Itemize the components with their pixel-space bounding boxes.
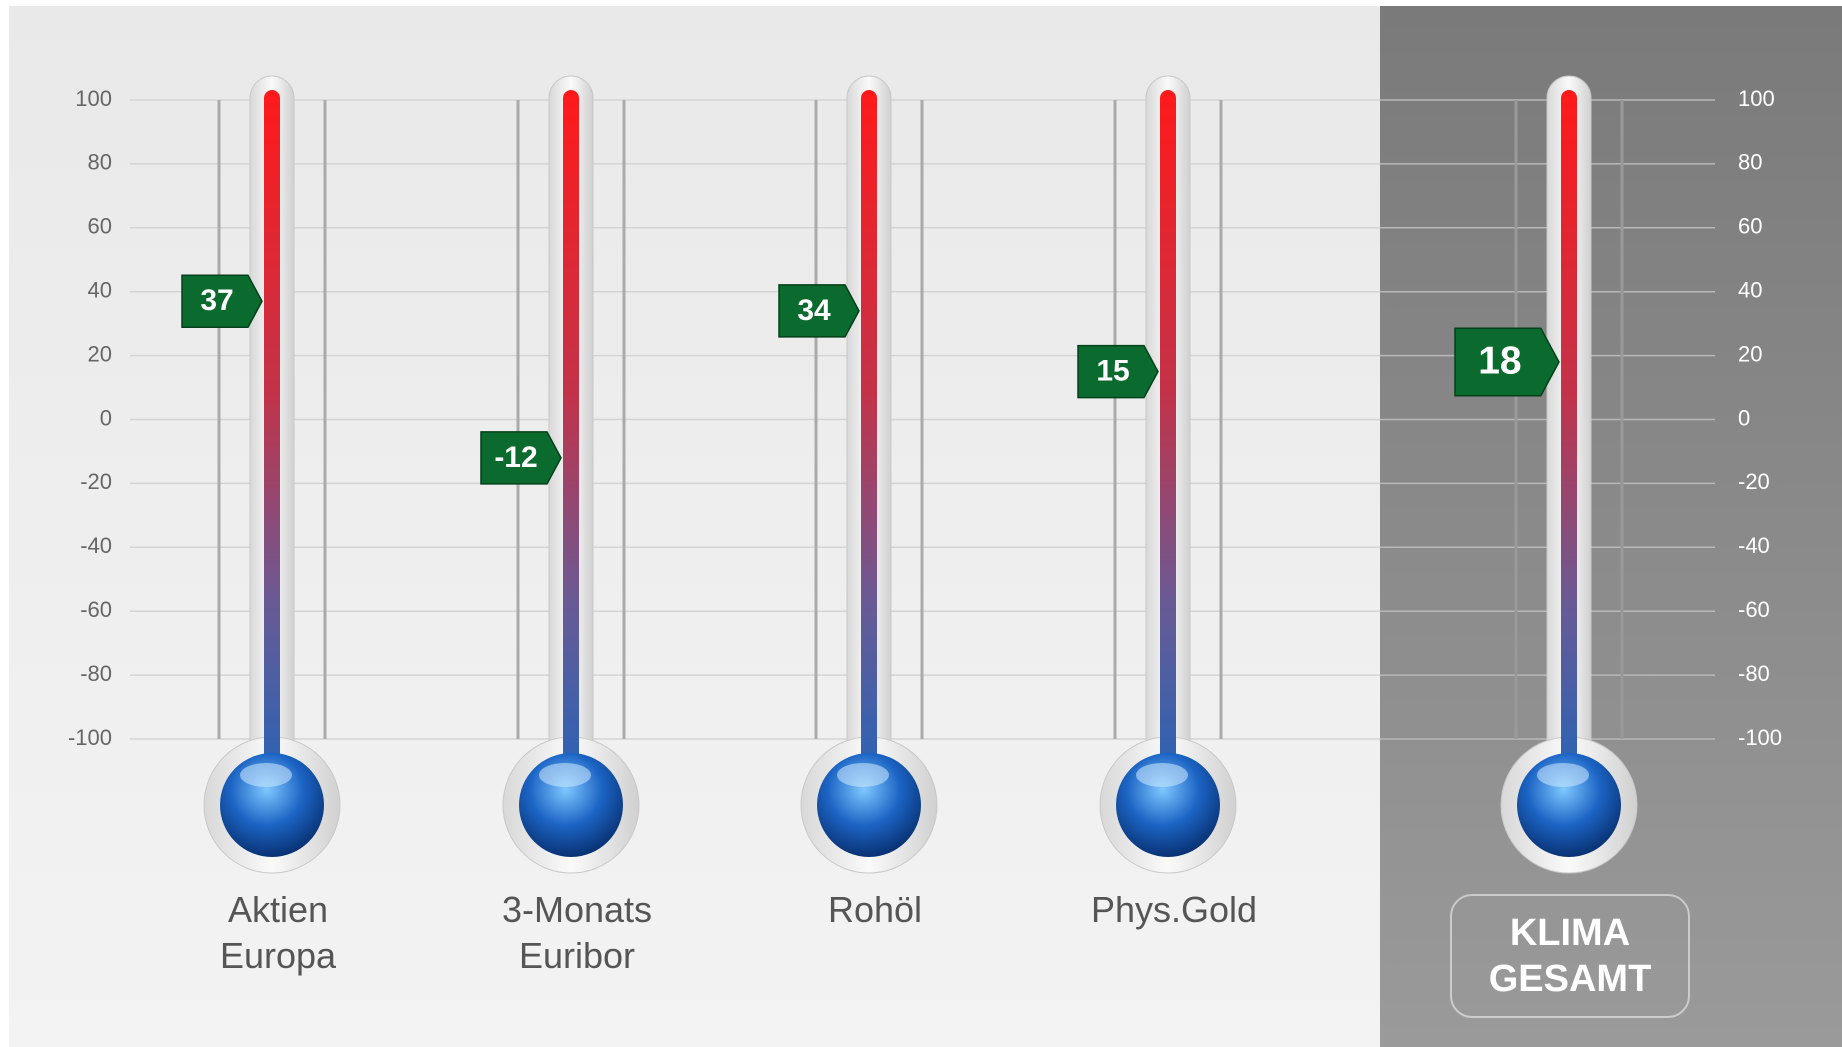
marker-flag — [181, 274, 263, 329]
y-tick-label: 100 — [75, 86, 112, 111]
bulb-shine — [240, 763, 292, 787]
y-tick-label-right: -80 — [1738, 661, 1770, 686]
y-tick-label-right: 100 — [1738, 86, 1775, 111]
value-marker: 15 — [1077, 344, 1159, 399]
mercury — [264, 90, 280, 769]
value-marker: -12 — [480, 431, 562, 485]
category-label: Aktien Europa — [219, 889, 337, 976]
marker-flag — [480, 431, 562, 485]
y-tick-label: 20 — [88, 341, 112, 366]
bulb-shine — [1537, 763, 1589, 787]
y-tick-label: -80 — [80, 661, 112, 686]
value-label: 34 — [797, 294, 831, 327]
marker-flag — [1454, 327, 1560, 397]
y-tick-label: 60 — [88, 214, 112, 239]
y-tick-label-right: 40 — [1738, 278, 1762, 303]
value-label: 18 — [1478, 339, 1521, 382]
y-tick-label-right: 0 — [1738, 405, 1750, 430]
y-tick-label-right: -100 — [1738, 725, 1782, 750]
category-label: Phys.Gold — [1090, 889, 1258, 930]
y-tick-label: -40 — [80, 533, 112, 558]
value-label: 37 — [200, 284, 233, 317]
value-marker: 34 — [778, 284, 860, 338]
value-marker: 37 — [181, 274, 263, 329]
y-tick-label-right: -40 — [1738, 533, 1770, 558]
mercury — [1561, 90, 1577, 769]
y-tick-label: 80 — [88, 150, 112, 175]
bulb-shine — [1136, 763, 1188, 787]
bulb-shine — [837, 763, 889, 787]
value-label: 15 — [1096, 354, 1129, 387]
y-tick-label: -60 — [80, 597, 112, 622]
bulb-shine — [539, 763, 591, 787]
marker-flag — [1077, 344, 1159, 399]
category-label: Rohöl — [827, 889, 923, 930]
summary-label: KLIMA GESAMT — [1450, 894, 1690, 1018]
mercury — [563, 90, 579, 769]
y-tick-label: 40 — [88, 278, 112, 303]
y-tick-label-right: 20 — [1738, 341, 1762, 366]
y-tick-label-right: -20 — [1738, 469, 1770, 494]
mercury — [861, 90, 877, 769]
y-tick-label-right: 80 — [1738, 150, 1762, 175]
y-tick-label-right: 60 — [1738, 214, 1762, 239]
y-tick-label-right: -60 — [1738, 597, 1770, 622]
mercury — [1160, 90, 1176, 769]
y-tick-label: 0 — [100, 405, 112, 430]
marker-flag — [778, 284, 860, 338]
y-tick-label: -20 — [80, 469, 112, 494]
y-tick-label: -100 — [68, 725, 112, 750]
category-label: 3-Monats Euribor — [501, 889, 653, 976]
value-marker: 18 — [1454, 327, 1560, 397]
value-label: -12 — [494, 441, 537, 474]
summary-panel — [1380, 6, 1842, 1047]
